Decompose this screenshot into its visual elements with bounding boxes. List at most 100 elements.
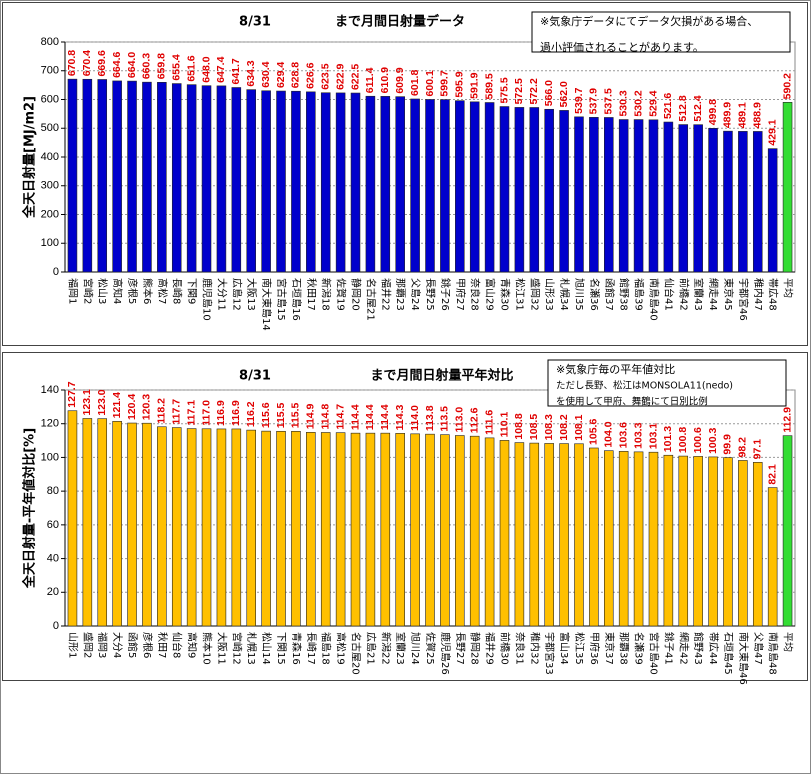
- y-tick-label: 60: [47, 519, 59, 531]
- x-tick-label: 熊本6: [141, 278, 154, 304]
- value-label: 669.6: [96, 50, 108, 76]
- y-tick-label: 140: [41, 384, 59, 396]
- value-label: 530.3: [617, 90, 629, 116]
- value-label: 634.3: [245, 60, 257, 86]
- bar: [559, 110, 569, 273]
- y-tick-label: 20: [47, 586, 59, 598]
- x-tick-label: 新潟18: [320, 278, 333, 311]
- x-tick-label: 佐賀19: [335, 278, 347, 311]
- value-label: 120.3: [141, 394, 153, 420]
- x-tick-label: 高知4: [111, 278, 124, 304]
- value-label: 572.2: [528, 78, 540, 104]
- bar: [291, 90, 301, 273]
- chart-title: 8/31: [239, 369, 271, 384]
- value-label: 647.4: [215, 56, 227, 82]
- x-tick-label: 宮古島15: [275, 278, 288, 321]
- bar: [67, 78, 78, 273]
- x-tick-label: 名古屋21: [364, 278, 377, 321]
- bar: [320, 92, 331, 273]
- x-tick-label: 下関15: [275, 632, 287, 665]
- bar: [112, 80, 122, 273]
- value-label: 115.6: [260, 402, 272, 428]
- x-tick-label: 奈良28: [469, 278, 482, 311]
- bar: [633, 451, 644, 627]
- bar: [350, 432, 361, 627]
- x-tick-label: 東京45: [722, 278, 735, 311]
- value-label: 537.5: [603, 88, 615, 114]
- x-tick-label: 札幌13: [245, 632, 258, 665]
- bar: [708, 456, 718, 627]
- bar: [157, 426, 167, 627]
- x-tick-label: 網走42: [677, 632, 690, 665]
- value-label: 610.9: [379, 67, 391, 93]
- value-label: 113.0: [454, 407, 466, 433]
- x-tick-label: 長崎8: [171, 278, 184, 304]
- bar: [365, 432, 376, 627]
- chart-title: まで月間日射量平年対比: [370, 368, 513, 384]
- value-label: 108.3: [543, 414, 555, 440]
- value-label: 115.5: [290, 402, 302, 428]
- x-tick-label: 宇都宮46: [737, 278, 750, 321]
- bar: [574, 116, 584, 273]
- bar: [201, 428, 212, 627]
- x-tick-label: 南鳥島48: [767, 632, 780, 675]
- x-tick-label: 大阪11: [215, 632, 228, 665]
- bar: [544, 443, 554, 627]
- value-label: 117.7: [171, 399, 183, 425]
- bar: [723, 130, 733, 273]
- bar: [604, 117, 614, 273]
- x-tick-label: 室蘭23: [394, 632, 407, 665]
- value-label: 622.9: [334, 63, 346, 89]
- bar: [276, 430, 286, 627]
- x-tick-label: 前橋30: [498, 632, 511, 665]
- bar: [395, 96, 405, 273]
- value-label: 114.8: [319, 404, 331, 430]
- bar: [738, 460, 748, 627]
- bar: [365, 95, 376, 273]
- y-tick-label: 40: [47, 552, 59, 564]
- x-tick-label: 稚内47: [752, 278, 765, 311]
- value-label: 655.4: [171, 54, 183, 80]
- x-tick-label: 東京37: [603, 632, 616, 665]
- x-tick-label: 鹿児島10: [201, 278, 214, 321]
- x-tick-label: 山形33: [543, 278, 555, 311]
- value-label: 103.1: [647, 423, 659, 449]
- value-label: 103.3: [632, 422, 644, 448]
- value-label: 622.5: [349, 64, 361, 90]
- x-tick-label: 新潟22: [379, 632, 392, 665]
- annotation: ※気象庁データにてデータ欠損がある場合、: [540, 14, 758, 28]
- x-tick-label: 秋田17: [305, 278, 318, 311]
- bar: [782, 102, 793, 273]
- x-tick-label: 高松7: [156, 278, 169, 304]
- bar: [306, 432, 316, 627]
- x-tick-label: 青森30: [498, 278, 511, 311]
- x-tick-label: 高知9: [186, 632, 199, 658]
- annotation: 過小評価されることがあります。: [540, 40, 704, 54]
- bar: [767, 148, 778, 273]
- x-tick-label: 宮崎12: [230, 632, 243, 665]
- value-label: 103.6: [617, 422, 629, 448]
- bar: [186, 428, 197, 627]
- x-tick-label: 室蘭43: [692, 278, 705, 311]
- x-tick-label: 名瀬39: [633, 632, 646, 665]
- value-label: 99.9: [722, 434, 734, 455]
- x-tick-label: 名瀬36: [588, 278, 601, 311]
- x-tick-label: 銚子41: [662, 632, 675, 665]
- value-label: 123.1: [81, 389, 93, 415]
- value-label: 600.1: [424, 70, 436, 96]
- x-tick-label: 福島18: [320, 632, 333, 665]
- bar: [171, 427, 182, 627]
- x-tick-label: 父島47: [752, 632, 765, 665]
- value-label: 104.0: [603, 421, 615, 447]
- y-axis-label: 全天日射量-平年値対比[%]: [22, 428, 38, 589]
- x-tick-label: 帯広44: [707, 632, 720, 665]
- x-tick-label: 彦根5: [126, 278, 139, 304]
- x-tick-label: 那覇23: [394, 278, 406, 311]
- value-label: 537.9: [588, 88, 600, 114]
- value-label: 429.1: [766, 119, 778, 145]
- value-label: 609.9: [394, 67, 406, 93]
- x-tick-label: 長野25: [424, 278, 436, 311]
- y-tick-label: 300: [41, 180, 59, 192]
- y-tick-label: 0: [53, 620, 59, 632]
